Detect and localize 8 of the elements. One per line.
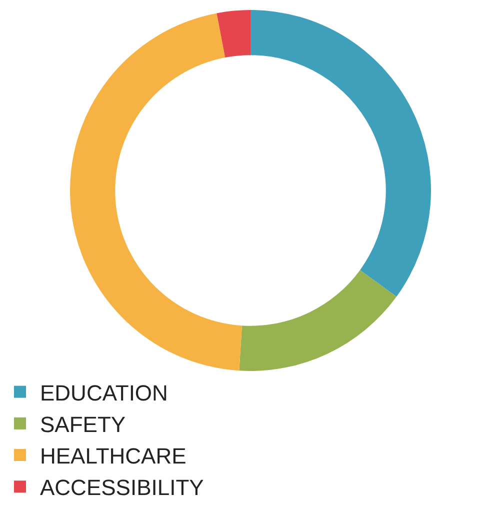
donut-slice [250, 10, 431, 297]
legend-label: HEALTHCARE [40, 444, 186, 469]
donut-slice [239, 270, 397, 371]
legend-label: EDUCATION [40, 380, 168, 406]
donut-slice [216, 10, 250, 58]
legend-label: SAFETY [40, 412, 126, 437]
donut-slice [70, 13, 242, 371]
legend-label: ACCESSIBILITY [40, 475, 204, 500]
